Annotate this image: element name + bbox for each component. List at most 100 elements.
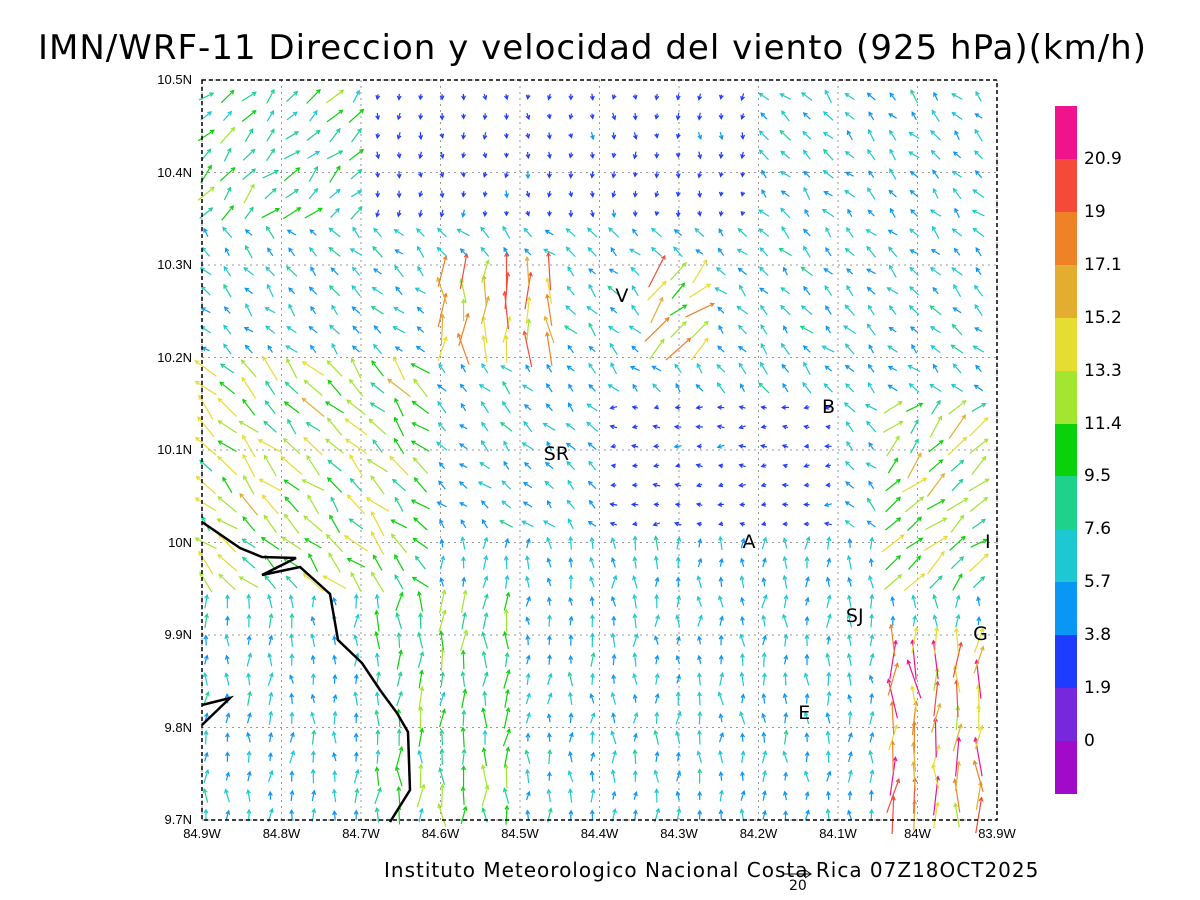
- wind-vector: [440, 555, 446, 570]
- wind-vector: [780, 190, 790, 197]
- wind-vector: [739, 522, 745, 527]
- wind-vector: [411, 422, 430, 432]
- wind-vector: [886, 777, 901, 814]
- wind-vector: [366, 459, 388, 473]
- wind-vector: [415, 228, 425, 237]
- wind-vector: [758, 92, 770, 101]
- wind-vector: [803, 285, 811, 296]
- wind-vector: [653, 443, 660, 449]
- wind-vector: [929, 326, 941, 334]
- wind-vector: [867, 381, 875, 394]
- wind-vector: [804, 750, 810, 763]
- wind-vector: [933, 680, 940, 717]
- wind-vector: [676, 132, 681, 140]
- wind-vector: [804, 596, 810, 606]
- wind-vector: [396, 690, 403, 706]
- wind-vector: [264, 307, 276, 314]
- wind-vector: [566, 460, 576, 471]
- wind-vector: [697, 93, 703, 101]
- wind-vector: [501, 480, 512, 490]
- wind-vector: [718, 654, 724, 665]
- wind-vector: [200, 307, 211, 314]
- wind-vector: [220, 89, 235, 104]
- wind-vector: [244, 287, 253, 294]
- wind-vector: [804, 809, 810, 821]
- wind-vector: [669, 261, 687, 281]
- wind-vector: [697, 151, 703, 160]
- wind-vector: [611, 673, 617, 684]
- wind-vector: [372, 343, 383, 355]
- wind-vector: [566, 499, 575, 510]
- wind-vector: [374, 630, 381, 650]
- wind-vector: [480, 226, 490, 239]
- wind-vector: [912, 614, 918, 627]
- wind-vector: [868, 749, 874, 764]
- wind-vector: [800, 266, 813, 277]
- wind-vector: [695, 249, 704, 255]
- wind-vector: [932, 286, 939, 295]
- wind-vector: [482, 575, 489, 589]
- wind-vector: [417, 265, 424, 277]
- wind-vector: [281, 536, 302, 551]
- wind-vector: [653, 502, 660, 508]
- wind-vector: [631, 463, 638, 469]
- wind-vector: [311, 789, 317, 802]
- wind-vector: [289, 711, 295, 724]
- wind-vector: [546, 557, 552, 568]
- wind-vector: [739, 284, 747, 297]
- wind-vector: [332, 673, 338, 684]
- wind-vector: [525, 295, 532, 324]
- wind-vector: [972, 227, 985, 238]
- wind-vector: [310, 768, 316, 784]
- wind-vector: [869, 593, 875, 609]
- wind-vector: [931, 399, 941, 415]
- wind-vector: [326, 476, 343, 493]
- wind-vector: [908, 382, 920, 393]
- wind-vector: [461, 709, 467, 726]
- wind-vector: [412, 456, 429, 474]
- wind-vector: [885, 554, 901, 571]
- wind-vector: [650, 227, 662, 238]
- wind-vector: [480, 246, 490, 257]
- lon-label: 83.9W: [978, 826, 1016, 841]
- wind-vector: [716, 364, 726, 373]
- wind-vector: [392, 356, 406, 381]
- wind-vector: [800, 92, 813, 101]
- wind-vector: [610, 730, 617, 745]
- wind-vector: [246, 672, 251, 686]
- wind-vector: [194, 380, 217, 396]
- wind-vector: [501, 400, 511, 414]
- wind-vector: [481, 334, 488, 363]
- wind-vector: [504, 271, 511, 310]
- wind-vector: [718, 131, 724, 141]
- wind-vector: [670, 320, 687, 339]
- wind-vector: [370, 475, 385, 495]
- wind-vector: [782, 266, 788, 276]
- wind-vector: [224, 672, 230, 686]
- wind-vector: [546, 363, 553, 373]
- wind-vector: [718, 151, 724, 160]
- wind-vector: [611, 171, 617, 179]
- wind-vector: [418, 151, 424, 160]
- wind-vector: [568, 712, 574, 724]
- wind-vector: [905, 537, 924, 550]
- wind-vector: [389, 455, 409, 476]
- wind-vector: [311, 595, 317, 608]
- wind-vector: [246, 750, 252, 763]
- wind-vector: [632, 210, 638, 218]
- wind-vector: [310, 654, 316, 665]
- wind-vector: [203, 729, 209, 745]
- wind-vector: [266, 225, 275, 239]
- wind-vector: [542, 422, 556, 431]
- colorbar-segment: [1055, 317, 1077, 372]
- wind-vector: [267, 652, 273, 667]
- wind-vector: [481, 362, 489, 374]
- wind-vector: [223, 110, 233, 121]
- wind-vector: [588, 499, 596, 509]
- wind-vector: [371, 286, 384, 295]
- wind-vector: [740, 790, 746, 801]
- wind-vector: [481, 784, 490, 807]
- wind-vector: [738, 424, 746, 430]
- wind-vector: [390, 519, 408, 529]
- wind-vector: [265, 380, 276, 395]
